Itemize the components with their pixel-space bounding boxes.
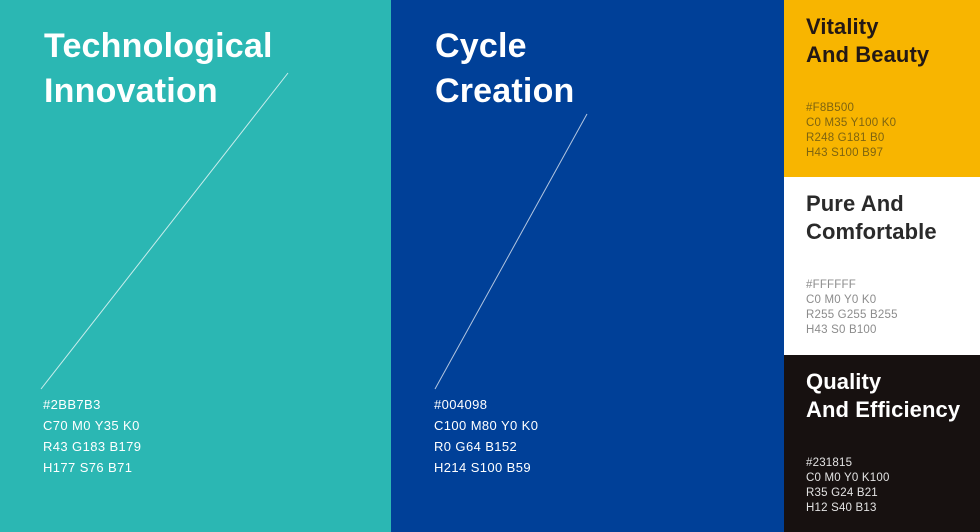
hsb-code: H12 S40 B13 [806, 501, 877, 514]
color-codes: #004098 C100 M80 Y0 K0 R0 G64 B152 H214 … [434, 394, 538, 478]
hex-code: #FFFFFF [806, 279, 856, 292]
hsb-code: H214 S100 B59 [434, 460, 531, 475]
hsb-code: H43 S0 B100 [806, 324, 877, 337]
hsb-code: H43 S100 B97 [806, 147, 884, 159]
rgb-code: R0 G64 B152 [434, 439, 518, 454]
swatch-title-vitality-and-beauty: Vitality And Beauty [806, 14, 930, 67]
panel-cycle-creation: Cycle Creation #004098 C100 M80 Y0 K0 R0… [391, 0, 784, 532]
color-codes: #231815 C0 M0 Y0 K100 R35 G24 B21 H12 S4… [806, 456, 890, 516]
swatch-title-pure-and-comfortable: Pure And Comfortable [806, 191, 937, 245]
panel-title-cycle-creation: Cycle Creation [435, 27, 575, 110]
cmyk-code: C100 M80 Y0 K0 [434, 418, 539, 433]
hex-code: #231815 [806, 456, 853, 469]
cmyk-code: C0 M0 Y0 K100 [806, 471, 890, 484]
rgb-code: R248 G181 B0 [806, 132, 885, 144]
rgb-code: R35 G24 B21 [806, 486, 878, 499]
color-codes: #FFFFFF C0 M0 Y0 K0 R255 G255 B255 H43 S… [806, 278, 898, 338]
hex-code: #2BB7B3 [43, 397, 101, 412]
swatch-quality-and-efficiency: Quality And Efficiency #231815 C0 M0 Y0 … [784, 354, 980, 532]
color-codes: #2BB7B3 C70 M0 Y35 K0 R43 G183 B179 H177… [43, 394, 141, 478]
panel-title-technological-innovation: Technological Innovation [44, 27, 273, 110]
cmyk-code: C70 M0 Y35 K0 [43, 418, 140, 433]
swatch-vitality-and-beauty: Vitality And Beauty #F8B500 C0 M35 Y100 … [784, 0, 980, 178]
rgb-code: R43 G183 B179 [43, 439, 142, 454]
rgb-code: R255 G255 B255 [806, 309, 898, 322]
color-codes: #F8B500 C0 M35 Y100 K0 R248 G181 B0 H43 … [806, 101, 896, 161]
swatch-title-quality-and-efficiency: Quality And Efficiency [806, 368, 961, 422]
hex-code: #F8B500 [806, 102, 855, 114]
cmyk-code: C0 M35 Y100 K0 [806, 117, 897, 129]
swatch-pure-and-comfortable: Pure And Comfortable #FFFFFF C0 M0 Y0 K0… [784, 177, 980, 355]
panel-technological-innovation: Technological Innovation #2BB7B3 C70 M0 … [0, 0, 391, 532]
hsb-code: H177 S76 B71 [43, 460, 133, 475]
swatch-column: Vitality And Beauty #F8B500 C0 M35 Y100 … [784, 0, 980, 532]
hex-code: #004098 [434, 397, 488, 412]
cmyk-code: C0 M0 Y0 K0 [806, 294, 877, 307]
